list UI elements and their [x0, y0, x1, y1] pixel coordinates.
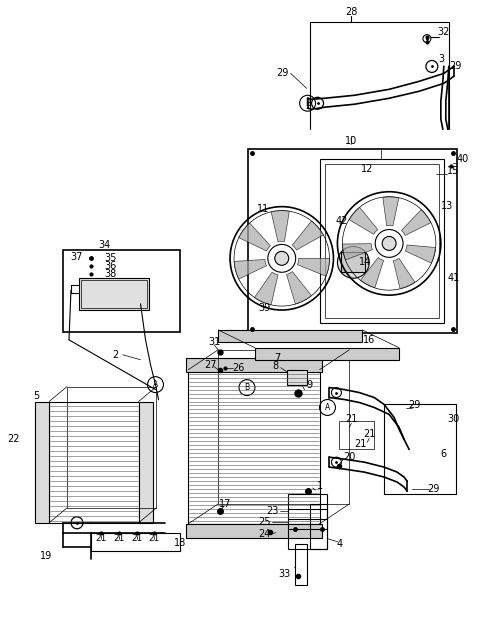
Text: 27: 27 — [204, 360, 216, 370]
Text: 7: 7 — [275, 353, 281, 363]
Text: 9: 9 — [307, 380, 312, 389]
Text: 29: 29 — [276, 68, 289, 78]
Text: 2: 2 — [113, 350, 119, 360]
Polygon shape — [239, 223, 270, 251]
Text: 12: 12 — [361, 164, 373, 174]
Text: 21: 21 — [345, 415, 358, 424]
Bar — [139, 401, 153, 523]
Text: 33: 33 — [278, 568, 291, 579]
Text: 35: 35 — [105, 253, 117, 263]
Circle shape — [343, 253, 363, 272]
Text: 10: 10 — [345, 136, 358, 146]
Polygon shape — [271, 211, 289, 242]
Bar — [35, 401, 49, 523]
Text: 26: 26 — [232, 363, 244, 373]
Text: 13: 13 — [441, 201, 453, 211]
Text: 41: 41 — [448, 273, 460, 283]
Text: 40: 40 — [457, 154, 469, 164]
Text: 38: 38 — [105, 269, 117, 279]
Bar — [255, 348, 399, 360]
Bar — [339, 422, 374, 449]
Text: 18: 18 — [174, 537, 186, 548]
Text: 16: 16 — [363, 335, 375, 345]
Text: 19: 19 — [40, 551, 52, 561]
Text: 29: 29 — [450, 61, 462, 72]
Bar — [341, 253, 365, 272]
Text: 20: 20 — [343, 452, 356, 462]
Text: 21: 21 — [113, 534, 124, 543]
Bar — [287, 370, 307, 385]
Text: 6: 6 — [441, 449, 447, 459]
Text: B: B — [305, 99, 310, 108]
Bar — [218, 330, 362, 342]
Text: 4: 4 — [336, 539, 343, 549]
Text: 21: 21 — [95, 534, 107, 543]
Bar — [320, 159, 444, 323]
Text: 32: 32 — [438, 27, 450, 37]
Text: 37: 37 — [71, 253, 83, 262]
Polygon shape — [343, 244, 372, 260]
Bar — [79, 279, 148, 310]
Text: A: A — [325, 403, 330, 412]
Text: 42: 42 — [335, 216, 348, 225]
Text: 21: 21 — [354, 439, 367, 449]
Polygon shape — [298, 258, 329, 276]
Bar — [81, 280, 146, 308]
Polygon shape — [393, 258, 415, 289]
Text: 29: 29 — [408, 401, 420, 410]
Polygon shape — [234, 260, 266, 279]
Text: 1: 1 — [316, 481, 323, 491]
Bar — [63, 251, 180, 332]
Circle shape — [275, 251, 288, 265]
Text: 21: 21 — [149, 534, 160, 543]
Bar — [384, 404, 456, 494]
Text: 29: 29 — [428, 484, 440, 494]
Text: 22: 22 — [7, 434, 20, 444]
Polygon shape — [287, 272, 312, 304]
Polygon shape — [349, 208, 378, 234]
Circle shape — [349, 258, 357, 266]
Bar — [288, 494, 327, 549]
Circle shape — [382, 237, 396, 251]
Text: 23: 23 — [266, 506, 279, 516]
Bar — [324, 164, 439, 318]
Text: 36: 36 — [105, 261, 117, 272]
Polygon shape — [254, 272, 278, 305]
Bar — [218, 350, 349, 504]
Text: 14: 14 — [359, 258, 372, 267]
Text: A: A — [153, 380, 158, 389]
Text: 3: 3 — [439, 54, 445, 63]
Text: 5: 5 — [33, 391, 39, 401]
Bar — [186, 358, 322, 372]
Text: 21: 21 — [131, 534, 142, 543]
Text: 21: 21 — [363, 429, 375, 439]
Text: 11: 11 — [257, 204, 269, 213]
Polygon shape — [292, 221, 324, 250]
Polygon shape — [360, 258, 384, 288]
Text: 25: 25 — [259, 517, 271, 527]
Bar — [248, 149, 457, 333]
Text: 30: 30 — [448, 415, 460, 424]
Polygon shape — [383, 197, 399, 226]
Bar — [188, 370, 320, 523]
Text: 8: 8 — [273, 361, 279, 371]
Text: 17: 17 — [219, 499, 231, 509]
Text: 39: 39 — [259, 303, 271, 313]
Text: B: B — [244, 383, 250, 392]
Text: 31: 31 — [208, 337, 220, 347]
Text: 28: 28 — [345, 7, 358, 16]
Bar — [186, 523, 322, 537]
Bar — [295, 544, 307, 586]
Circle shape — [337, 246, 369, 279]
Text: 24: 24 — [259, 529, 271, 539]
Bar — [67, 387, 156, 508]
Polygon shape — [401, 210, 431, 235]
Text: 15: 15 — [447, 166, 459, 176]
Text: 34: 34 — [99, 241, 111, 251]
Bar — [91, 533, 180, 551]
Bar — [310, 504, 327, 549]
Bar — [49, 401, 139, 523]
Polygon shape — [405, 245, 435, 263]
